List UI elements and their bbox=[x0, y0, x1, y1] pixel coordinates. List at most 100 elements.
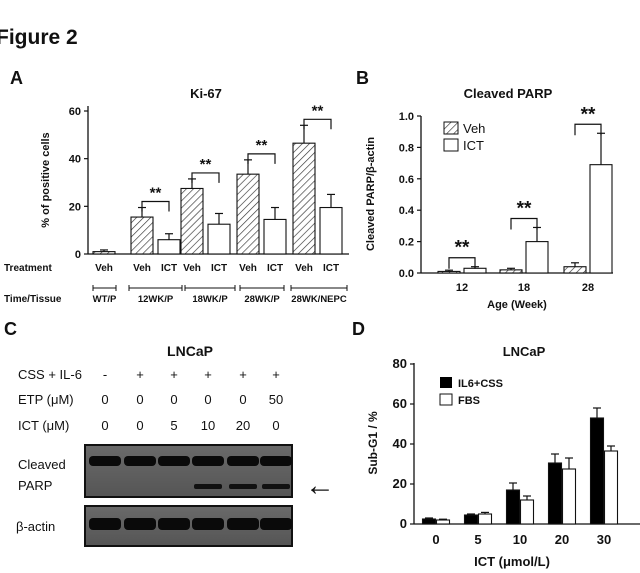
panel-a-treatment-label: Treatment bbox=[4, 263, 52, 274]
panel-b-ylabel: Cleaved PARP/β-actin bbox=[365, 137, 377, 251]
treatment-label: ICT bbox=[211, 263, 227, 274]
blot-label-cleaved: Cleaved bbox=[18, 457, 66, 472]
x-tick-label: 28 bbox=[582, 282, 594, 294]
significance-label: ** bbox=[256, 137, 268, 154]
blot-label-parp: PARP bbox=[18, 478, 52, 493]
ki67-bar bbox=[263, 218, 287, 255]
condition-value: + bbox=[272, 367, 280, 382]
parp-ict-bar bbox=[589, 164, 613, 274]
sub-g1-fbs-bar bbox=[519, 499, 535, 525]
y-tick-label: 0.0 bbox=[399, 268, 414, 280]
x-tick-label: 20 bbox=[555, 532, 569, 547]
x-tick-label: 5 bbox=[474, 532, 481, 547]
panel-d-title: LNCaP bbox=[503, 344, 546, 359]
significance-label: ** bbox=[455, 238, 470, 259]
panel-a-treatment-row: Veh Veh ICT Veh ICT Veh ICT Veh ICT bbox=[95, 263, 339, 274]
panel-c-title: LNCaP bbox=[167, 343, 213, 359]
significance-bracket bbox=[247, 153, 276, 164]
group-label: 18WK/P bbox=[192, 294, 228, 305]
significance-bracket bbox=[191, 172, 220, 183]
actin-band bbox=[192, 518, 224, 530]
y-tick-label: 20 bbox=[69, 201, 81, 213]
cleaved-parp-band bbox=[194, 484, 222, 489]
cleaved-parp-band bbox=[229, 484, 257, 489]
full-parp-band bbox=[260, 456, 292, 466]
panel-b-title: Cleaved PARP bbox=[464, 86, 553, 101]
group-label: 28WK/P bbox=[244, 294, 280, 305]
panel-a-significance: ** ** ** ** bbox=[141, 102, 332, 212]
y-tick-label: 0.6 bbox=[399, 174, 414, 186]
ki67-bar bbox=[130, 216, 154, 255]
cleaved-parp-arrow: ← bbox=[305, 469, 335, 502]
significance-bracket bbox=[574, 123, 602, 136]
y-tick-label: 0 bbox=[75, 249, 81, 261]
condition-value: 0 bbox=[136, 392, 143, 407]
actin-band bbox=[124, 518, 156, 530]
condition-value: 0 bbox=[136, 418, 143, 433]
y-tick-label: 0 bbox=[400, 516, 407, 531]
treatment-label: ICT bbox=[161, 263, 177, 274]
significance-label: ** bbox=[517, 198, 532, 219]
actin-band bbox=[158, 518, 190, 530]
y-tick-label: 80 bbox=[393, 356, 407, 371]
y-tick-label: 0.4 bbox=[399, 205, 415, 217]
condition-value: + bbox=[170, 367, 178, 382]
condition-value: 0 bbox=[204, 392, 211, 407]
legend-ict-swatch bbox=[443, 138, 459, 152]
condition-value: + bbox=[136, 367, 144, 382]
panel-b-legend: Veh ICT bbox=[443, 121, 485, 153]
condition-value: 0 bbox=[170, 392, 177, 407]
panel-d-bars bbox=[421, 407, 619, 525]
legend-il6-swatch bbox=[440, 377, 452, 388]
y-tick-label: 0.8 bbox=[399, 142, 414, 154]
legend-fbs-label: FBS bbox=[458, 395, 480, 407]
panel-a-time-label: Time/Tissue bbox=[4, 294, 62, 305]
panel-d-xticks: 0 5 10 20 30 bbox=[432, 532, 611, 547]
panel-a-group-row: WT/P 12WK/P 18WK/P 28WK/P 28WK/NEPC bbox=[92, 285, 348, 305]
y-tick-label: 1.0 bbox=[399, 111, 414, 123]
condition-value: 50 bbox=[269, 392, 283, 407]
treatment-label: ICT bbox=[267, 263, 283, 274]
condition-value: 0 bbox=[272, 418, 279, 433]
actin-band bbox=[227, 518, 259, 530]
significance-bracket bbox=[141, 200, 170, 212]
significance-bracket bbox=[303, 118, 332, 130]
figure-title: Figure 2 bbox=[0, 26, 78, 49]
full-parp-band bbox=[124, 456, 156, 466]
panel-a-ylabel: % of positive cells bbox=[40, 132, 52, 227]
x-tick-label: 30 bbox=[597, 532, 611, 547]
parp-veh-bar bbox=[563, 266, 587, 274]
condition-label: ETP (μM) bbox=[18, 392, 74, 407]
significance-label: ** bbox=[200, 156, 212, 173]
actin-band bbox=[89, 518, 121, 530]
treatment-label: Veh bbox=[295, 263, 313, 274]
ki67-bar bbox=[319, 206, 343, 255]
ki67-bar bbox=[92, 251, 116, 255]
panel-d-letter: D bbox=[352, 319, 365, 339]
sub-g1-il6-bar bbox=[547, 462, 563, 525]
condition-value: 0 bbox=[101, 392, 108, 407]
x-tick-label: 18 bbox=[518, 282, 530, 294]
panel-b-letter: B bbox=[356, 68, 369, 88]
x-tick-label: 12 bbox=[456, 282, 468, 294]
panel-a-letter: A bbox=[10, 68, 23, 88]
treatment-label: Veh bbox=[133, 263, 151, 274]
parp-blot bbox=[84, 444, 293, 498]
legend-veh-swatch bbox=[443, 121, 459, 135]
ki67-bar bbox=[157, 239, 181, 255]
legend-veh-label: Veh bbox=[463, 121, 485, 136]
panel-c-letter: C bbox=[4, 319, 17, 339]
blot-label-actin: β-actin bbox=[16, 519, 55, 534]
full-parp-band bbox=[192, 456, 224, 466]
parp-ict-bar bbox=[525, 241, 549, 274]
ki67-bar bbox=[180, 187, 204, 255]
panel-b-yticks: 0.0 0.2 0.4 0.6 0.8 1.0 bbox=[399, 111, 421, 280]
x-tick-label: 0 bbox=[432, 532, 439, 547]
cleaved-parp-band bbox=[262, 484, 290, 489]
x-tick-label: 10 bbox=[513, 532, 527, 547]
full-parp-band bbox=[227, 456, 259, 466]
condition-value: 5 bbox=[170, 418, 177, 433]
panel-b-xlabel: Age (Week) bbox=[487, 299, 547, 311]
actin-band bbox=[260, 518, 292, 530]
